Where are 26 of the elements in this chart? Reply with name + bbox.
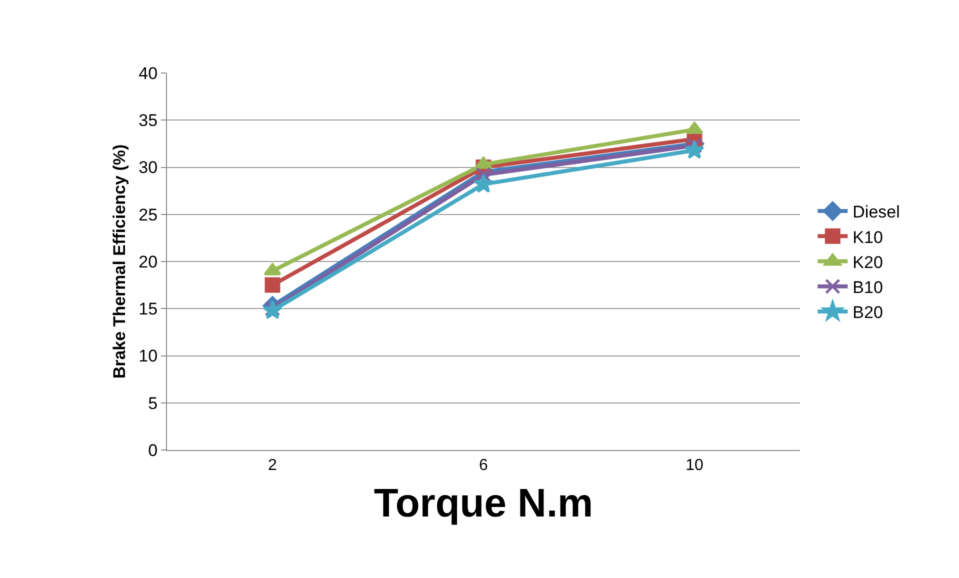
legend-label: K20 — [852, 252, 883, 272]
y-tick-label: 30 — [138, 158, 158, 178]
y-tick-label: 40 — [138, 64, 158, 83]
y-tick-label: 5 — [148, 394, 158, 413]
y-axis-title: Brake Thermal Efficiency (%) — [110, 144, 130, 379]
y-tick-label: 0 — [148, 440, 158, 460]
point — [686, 138, 702, 154]
x-axis-title: Torque N.m — [374, 482, 594, 526]
x-tick-label: 2 — [268, 457, 278, 474]
y-tick-label: 20 — [138, 252, 158, 272]
legend-label: Diesel — [852, 202, 900, 222]
y-tick-label: 35 — [138, 111, 158, 130]
x-tick-label: 10 — [686, 457, 704, 474]
point — [474, 174, 494, 193]
point — [264, 300, 280, 316]
y-tick-label: 25 — [138, 205, 158, 224]
point — [262, 300, 282, 320]
y-tick-label: 10 — [138, 346, 158, 366]
point — [684, 140, 704, 159]
x-tick-label: 6 — [479, 457, 488, 474]
y-tick-label: 15 — [138, 300, 158, 319]
point — [264, 277, 280, 293]
legend-label: K10 — [852, 228, 883, 247]
legend-label: B10 — [852, 278, 883, 297]
point — [686, 122, 704, 134]
legend-label: B20 — [852, 303, 883, 322]
